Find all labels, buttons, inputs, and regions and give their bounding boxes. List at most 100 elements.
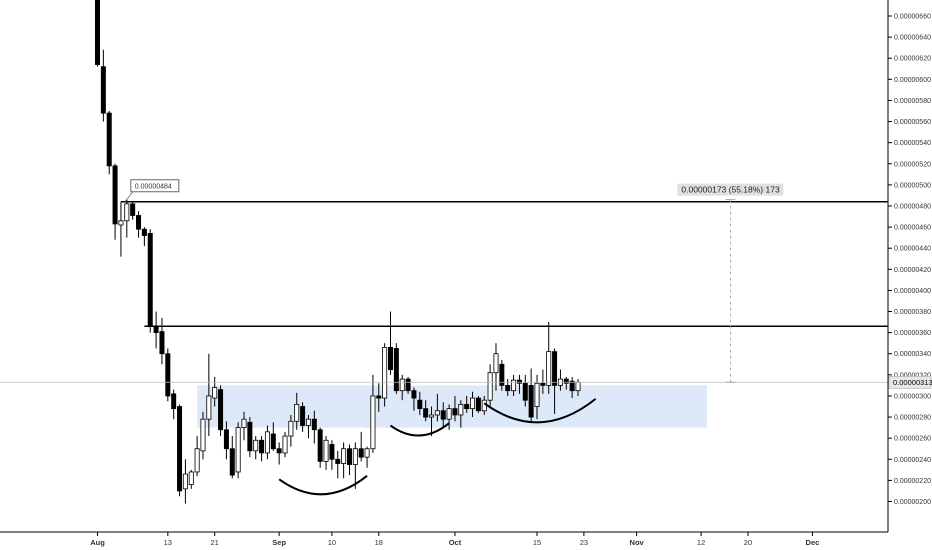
candle [522,374,528,407]
candle-body [429,414,435,418]
price-marker-box [130,179,180,193]
y-tick-label: 0.00000400 [894,288,931,295]
y-tick-label: 0.00000340 [894,351,931,358]
candle [276,442,282,465]
candle [300,402,306,432]
candle-body [235,427,241,473]
candle [235,422,241,479]
rounded-bottom-curve [278,475,368,496]
candle-body [434,410,440,416]
candle-body [399,378,405,392]
y-tick-label: 0.00000220 [894,478,931,485]
candle-body [511,379,517,392]
time-axis[interactable]: Aug 13 21 Sep 10 18 Oct 15 23 Nov 12 20 Dec [0,531,888,547]
candle [100,49,106,122]
candle [241,411,247,441]
candle [341,442,347,479]
candle-body [177,406,183,492]
candle [475,395,481,413]
candle-body [118,220,124,226]
candle-body [423,408,429,418]
candle-body [522,382,528,401]
candle [434,393,440,422]
candle [311,410,317,444]
candle [540,369,546,394]
candle-body [305,418,311,426]
y-tick-label: 0.00000600 [894,77,931,84]
y-tick-label: 0.00000620 [894,56,931,63]
candle-body [487,372,493,401]
candle [182,459,188,504]
labels-layer: 0.00000484 0.00000173 (55.18%) 173 0.000… [124,179,932,389]
candle [528,368,534,423]
x-tick-label: Oct [449,538,462,547]
candle-body [569,380,575,392]
candle-body [124,203,130,222]
lines-layer [0,199,888,383]
candle-body [229,448,235,476]
candle-body [335,458,341,464]
candle-body [563,378,569,384]
candle [423,400,429,422]
price-axis[interactable]: 0.00000200 0.00000220 0.00000240 0.00000260… [887,0,931,532]
candle [470,391,476,418]
candle-body [241,418,247,429]
x-tick-label: 23 [580,538,588,547]
rounded-bottom-curve [389,422,450,437]
candle-body [147,233,153,327]
candle-body [323,439,329,462]
candle [399,374,405,401]
x-tick-label: 10 [328,538,336,547]
y-tick-label: 0.00000280 [894,415,931,422]
candle [487,364,493,407]
candle [335,450,341,479]
candle-body [194,448,200,473]
candle [141,227,147,247]
candle-body [188,471,194,486]
candle-body [346,448,352,465]
candle-body [106,112,112,167]
candle-body [311,418,317,431]
candle [358,431,364,462]
candle-body [387,347,393,370]
x-tick-label: 12 [697,538,705,547]
y-tick-label: 0.00000380 [894,309,931,316]
candle [288,414,294,447]
candle-body [393,348,399,392]
candle-body [112,165,118,225]
candle [270,422,276,451]
candle [223,421,229,460]
y-tick-label: 0.00000420 [894,267,931,274]
y-tick-label: 0.00000320 [894,372,931,379]
candle [112,163,118,240]
candle-body [575,381,581,392]
candle [305,414,311,439]
candle [563,376,569,390]
candle [552,348,558,414]
candle-body [382,347,388,399]
candle-body [259,439,265,454]
y-tick-label: 0.00000240 [894,457,931,464]
candle [106,110,112,175]
x-tick-label: 21 [211,538,219,547]
candle [405,376,411,394]
y-tick-label: 0.00000660 [894,14,931,21]
candle-body [270,433,276,450]
current-price-tag: 0.00000313 [888,375,932,389]
candle [417,391,423,415]
candle-body [458,403,464,416]
candle [411,387,417,411]
candle [118,201,124,257]
candle [387,311,393,375]
curves-layer [278,398,597,496]
x-tick-label: Nov [630,538,645,547]
y-tick-label: 0.00000480 [894,203,931,210]
candle [346,444,352,476]
y-tick-label: 0.00000440 [894,246,931,253]
candle [352,442,358,489]
candle [317,427,323,468]
candle [130,201,136,220]
candle [200,411,206,460]
candle-body [505,385,511,392]
